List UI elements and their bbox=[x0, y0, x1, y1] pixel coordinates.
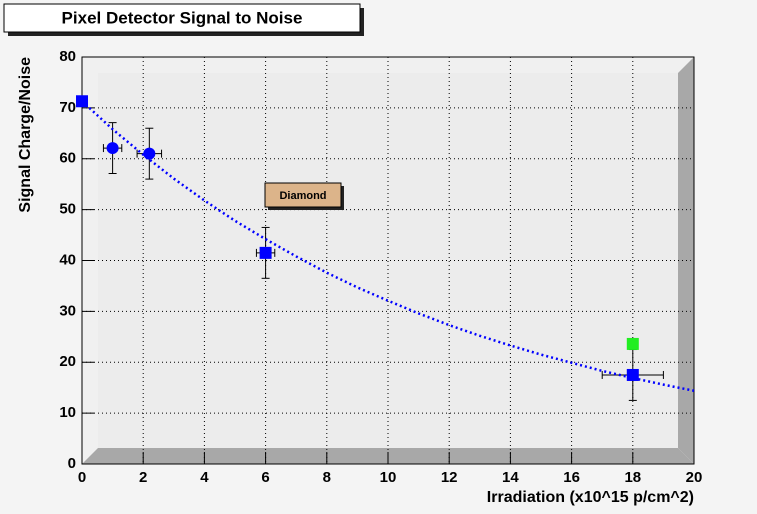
y-tick-label: 10 bbox=[59, 404, 76, 421]
y-tick-label: 40 bbox=[59, 251, 76, 268]
annotation-box bbox=[264, 182, 342, 208]
title-box bbox=[3, 3, 361, 33]
y-tick-label: 60 bbox=[59, 150, 76, 167]
x-tick-label: 20 bbox=[686, 469, 703, 486]
x-tick-label: 10 bbox=[380, 469, 397, 486]
y-tick-label: 80 bbox=[59, 48, 76, 65]
x-tick-label: 16 bbox=[563, 469, 580, 486]
y-tick-label: 20 bbox=[59, 353, 76, 370]
y-axis-title: Signal Charge/Noise bbox=[17, 57, 34, 213]
annotation: Diamond bbox=[279, 190, 326, 202]
x-tick-label: 0 bbox=[78, 469, 86, 486]
x-tick-label: 6 bbox=[261, 469, 269, 486]
data-point bbox=[106, 142, 119, 155]
x-tick-label: 14 bbox=[502, 469, 519, 486]
data-point bbox=[626, 337, 639, 350]
data-point bbox=[143, 147, 156, 160]
data-point bbox=[626, 368, 639, 381]
y-tick-label: 0 bbox=[68, 455, 76, 472]
y-tick-label: 70 bbox=[59, 99, 76, 116]
data-point bbox=[259, 246, 272, 259]
chart-title: Pixel Detector Signal to Noise bbox=[62, 8, 303, 27]
x-tick-label: 8 bbox=[323, 469, 331, 486]
y-tick-label: 30 bbox=[59, 302, 76, 319]
x-axis-title: Irradiation (x10^15 p/cm^2) bbox=[487, 489, 694, 506]
x-tick-label: 12 bbox=[441, 469, 458, 486]
x-tick-label: 4 bbox=[200, 469, 209, 486]
x-tick-label: 18 bbox=[624, 469, 641, 486]
y-tick-label: 50 bbox=[59, 201, 76, 218]
x-tick-label: 2 bbox=[139, 469, 147, 486]
